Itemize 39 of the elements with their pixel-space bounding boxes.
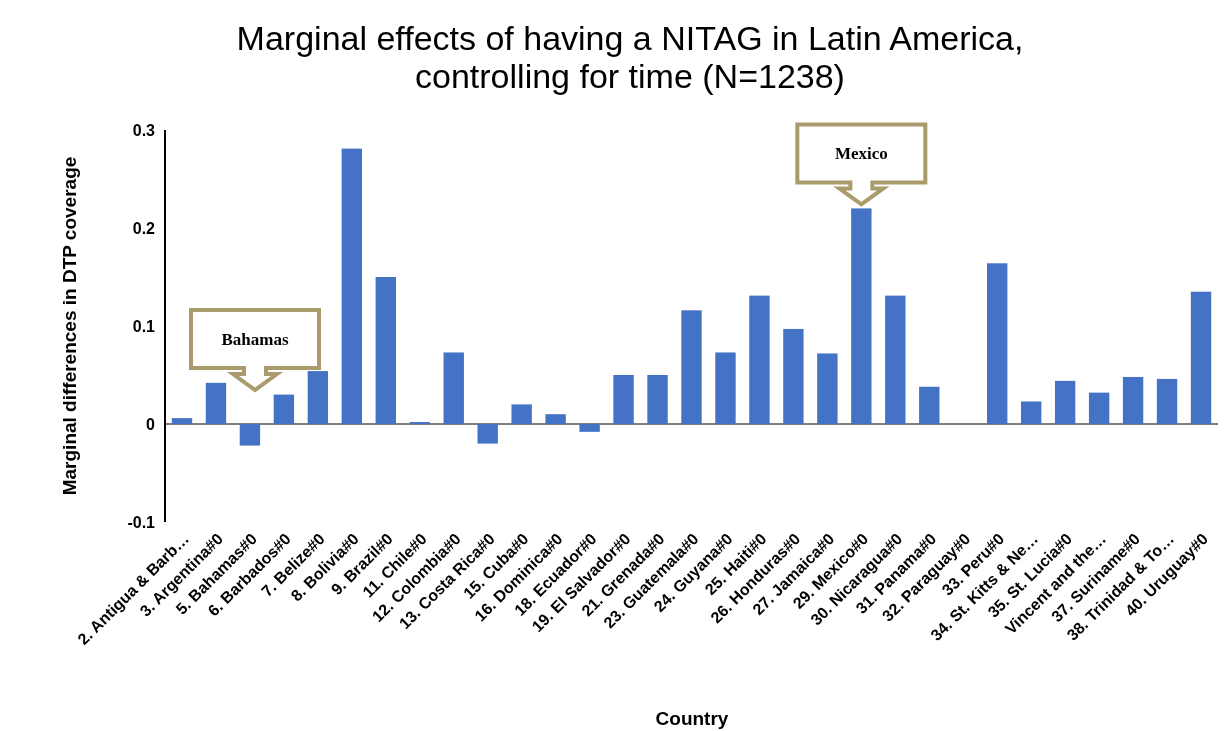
bar [579,424,600,432]
bar [613,375,634,424]
bar [851,208,872,424]
bar [919,386,940,424]
bar [443,352,464,424]
bar [987,263,1008,424]
chart-title: Marginal effects of having a NITAG in Latin America, controlling for time (N=1238) [236,19,1024,95]
bar [1122,376,1144,424]
bar [511,404,532,424]
annotation: Mexico [834,144,888,164]
bar [1020,401,1042,424]
bar [749,295,770,424]
bar [647,375,668,424]
bar [1088,392,1110,424]
bar [307,371,329,424]
bar [205,382,227,424]
y-tick-label: 0.3 [132,122,156,139]
x-axis-title: Country [655,708,729,729]
y-tick-label: -0.1 [127,514,156,531]
bar [1054,380,1076,424]
y-tick-label: 0 [146,416,156,433]
annotation: Bahamas [221,330,289,349]
bar [171,418,193,424]
bar [477,424,498,444]
bar [375,277,396,424]
bar [545,414,566,424]
bar [1156,378,1178,424]
bar [1190,291,1212,424]
bar [239,424,261,446]
y-axis-title: Marginal differences in DTP coverage [59,156,80,496]
bar [783,328,804,424]
bar [817,353,838,424]
bar [273,394,295,424]
y-tick-label: 0.1 [132,318,156,335]
bar [341,148,363,424]
y-tick-label: 0.2 [132,220,156,237]
bar [885,295,906,424]
bar [681,310,702,424]
bar [715,352,736,424]
